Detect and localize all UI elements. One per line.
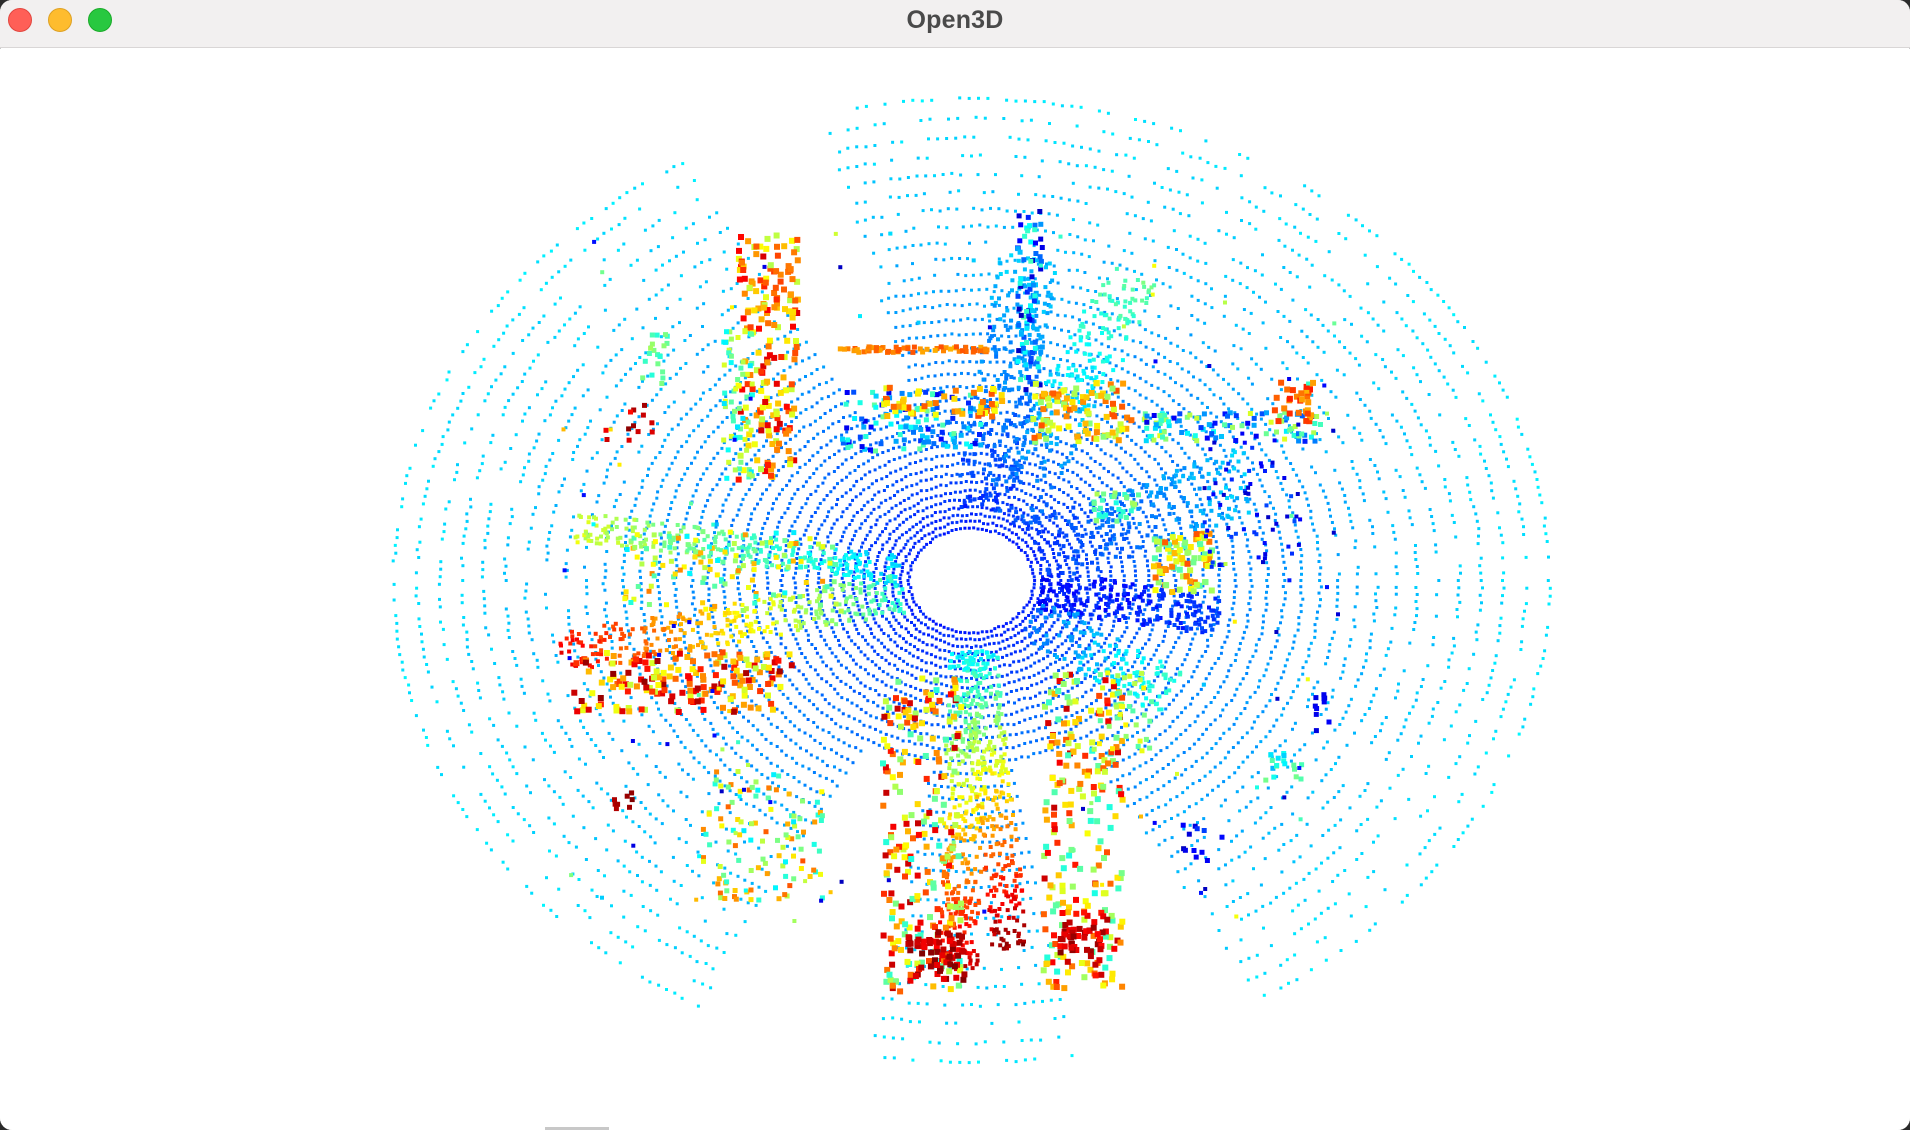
close-button[interactable] bbox=[8, 8, 32, 32]
point-cloud-canvas[interactable] bbox=[0, 49, 1910, 1130]
resize-indicator bbox=[545, 1127, 609, 1130]
minimize-button[interactable] bbox=[48, 8, 72, 32]
title-bar[interactable]: Open3D bbox=[0, 0, 1910, 48]
window-title: Open3D bbox=[906, 6, 1004, 34]
zoom-button[interactable] bbox=[88, 8, 112, 32]
point-cloud-viewport[interactable] bbox=[0, 49, 1910, 1130]
